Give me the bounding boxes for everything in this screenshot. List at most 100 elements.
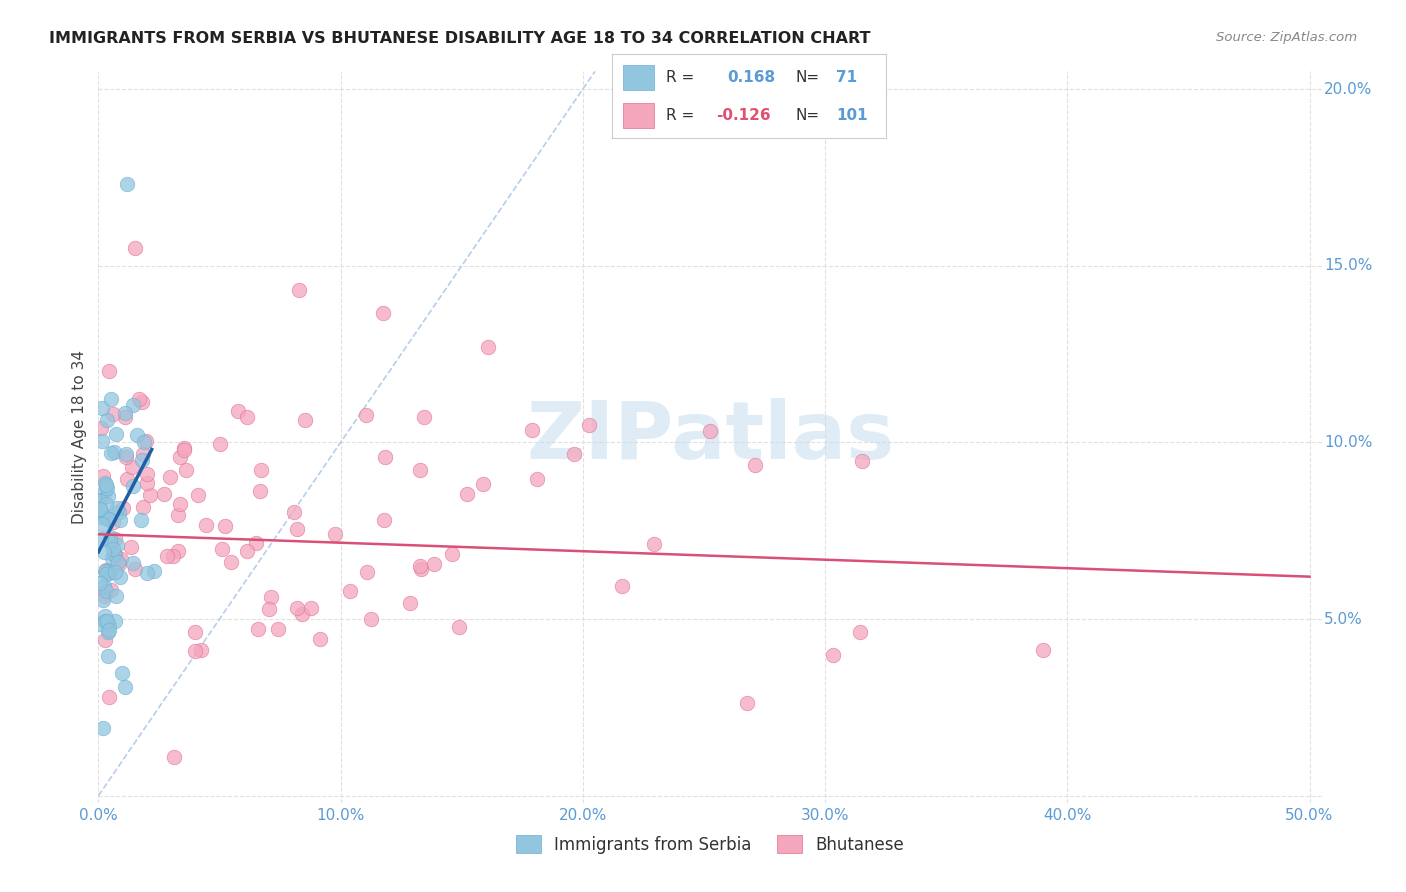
Point <box>409 559 432 574</box>
Point <box>184 644 207 658</box>
Point <box>373 513 395 527</box>
Point <box>98 535 121 549</box>
Point <box>323 526 346 541</box>
Text: 20.0%: 20.0% <box>1324 81 1372 96</box>
Point <box>89 502 111 516</box>
Point <box>97 364 120 378</box>
Point <box>124 241 146 255</box>
Point <box>107 555 129 569</box>
Point <box>211 542 233 557</box>
Point <box>96 512 118 526</box>
Point <box>89 576 111 591</box>
Bar <box>623 64 654 90</box>
Point <box>360 611 382 625</box>
Point <box>520 423 543 437</box>
Point <box>169 450 191 464</box>
Point <box>409 463 432 477</box>
Point <box>104 565 127 579</box>
Point <box>643 537 665 551</box>
Point <box>472 477 495 491</box>
Point <box>131 452 153 467</box>
Point <box>399 596 422 610</box>
Point <box>291 607 314 621</box>
Point <box>226 404 249 418</box>
Point <box>245 536 267 550</box>
Point <box>90 533 112 547</box>
Point <box>1032 643 1054 657</box>
Point <box>114 409 136 424</box>
Point <box>112 501 135 516</box>
Point <box>578 418 600 433</box>
Point <box>121 460 143 475</box>
Point <box>236 543 259 558</box>
Point <box>100 445 122 459</box>
Point <box>90 421 112 435</box>
Point <box>744 458 766 472</box>
Point <box>735 696 758 710</box>
Point <box>121 479 143 493</box>
Point <box>851 454 873 468</box>
Point <box>562 447 585 461</box>
Point <box>104 614 127 628</box>
Text: -0.126: -0.126 <box>716 108 770 123</box>
Point <box>93 545 115 559</box>
Point <box>105 501 128 516</box>
Point <box>98 530 121 544</box>
Point <box>163 749 186 764</box>
Point <box>288 284 311 298</box>
Point <box>94 564 117 578</box>
Point <box>412 409 434 424</box>
Point <box>356 565 378 579</box>
Point <box>339 584 361 599</box>
Point <box>98 512 121 526</box>
Point <box>208 437 231 451</box>
Text: N=: N= <box>796 70 820 85</box>
Point <box>93 589 115 603</box>
Point <box>166 508 188 523</box>
Point <box>374 450 396 464</box>
Point <box>124 561 146 575</box>
Point <box>299 600 322 615</box>
Point <box>135 434 157 449</box>
Point <box>94 608 117 623</box>
Point <box>96 413 118 427</box>
Point <box>142 564 165 578</box>
Point <box>257 602 280 616</box>
Point <box>97 489 120 503</box>
Point <box>107 557 129 571</box>
Point <box>91 507 114 521</box>
Point <box>174 463 197 477</box>
Text: 0.168: 0.168 <box>727 70 775 85</box>
Text: R =: R = <box>666 70 695 85</box>
Point <box>91 593 114 607</box>
Point <box>169 497 191 511</box>
Point <box>104 426 127 441</box>
Point <box>114 406 136 420</box>
Point <box>131 500 153 514</box>
Point <box>166 544 188 558</box>
Point <box>267 622 290 636</box>
Point <box>610 579 633 593</box>
Point <box>107 505 129 519</box>
Point <box>91 434 114 448</box>
Point <box>122 556 145 570</box>
Point <box>120 540 142 554</box>
Point <box>89 492 111 507</box>
Point <box>98 566 121 580</box>
Point <box>173 443 195 458</box>
Point <box>132 447 155 461</box>
Text: 10.0%: 10.0% <box>1324 435 1372 450</box>
Point <box>136 475 159 490</box>
Point <box>283 505 305 519</box>
Point <box>94 633 117 648</box>
Point <box>89 504 111 518</box>
Point <box>354 408 377 422</box>
Point <box>236 409 259 424</box>
Point <box>96 481 118 495</box>
Point <box>219 555 242 569</box>
Point <box>111 666 134 681</box>
Point <box>101 542 124 557</box>
Point <box>100 392 122 407</box>
Point <box>117 178 139 192</box>
Point <box>139 488 162 502</box>
